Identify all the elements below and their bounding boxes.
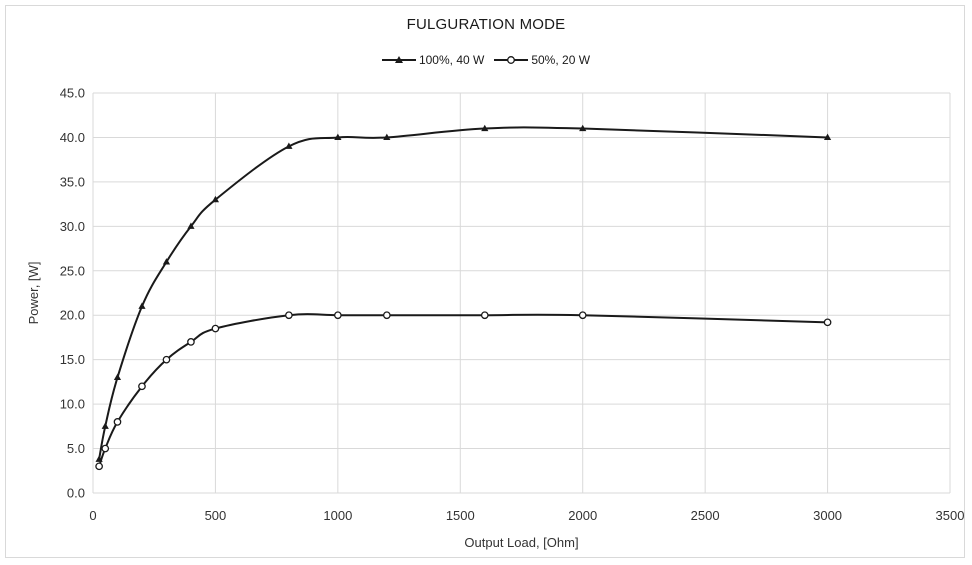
- y-tick-label: 35.0: [60, 174, 85, 189]
- legend-label-series-2: 50%, 20 W: [531, 53, 591, 67]
- y-tick-label: 10.0: [60, 397, 85, 412]
- data-point-series-1: [113, 373, 122, 381]
- data-point-series-1: [211, 195, 220, 203]
- circle-marker-icon: [494, 56, 529, 64]
- y-tick-label: 5.0: [67, 441, 85, 456]
- y-tick-label: 25.0: [60, 263, 85, 278]
- x-tick-label: 0: [89, 508, 96, 523]
- data-point-series-2: [382, 311, 391, 320]
- series-line-1: [98, 126, 828, 460]
- x-tick-label: 500: [205, 508, 227, 523]
- data-point-series-1: [101, 422, 109, 429]
- y-tick-label: 45.0: [60, 86, 85, 101]
- y-axis-title: Power, [W]: [26, 262, 41, 325]
- legend-label-series-1: 100%, 40 W: [418, 53, 485, 67]
- x-tick-label: 3500: [936, 508, 965, 523]
- data-point-series-1: [334, 133, 342, 141]
- y-tick-label: 15.0: [60, 352, 85, 367]
- data-point-series-1: [579, 124, 587, 132]
- x-axis-title: Output Load, [Ohm]: [464, 535, 578, 550]
- legend-item-series-2: 50%, 20 W: [494, 53, 590, 67]
- data-point-series-2: [162, 355, 171, 364]
- data-point-series-2: [101, 444, 110, 453]
- y-tick-label: 30.0: [60, 219, 85, 234]
- data-point-series-1: [285, 142, 293, 149]
- data-point-series-2: [823, 318, 832, 327]
- data-point-series-2: [138, 382, 146, 391]
- x-tick-label: 2500: [691, 508, 720, 523]
- y-tick-label: 40.0: [60, 130, 85, 145]
- data-point-series-2: [187, 338, 195, 346]
- data-point-series-2: [211, 324, 220, 333]
- data-point-series-2: [334, 311, 342, 320]
- x-tick-label: 1500: [446, 508, 475, 523]
- legend: 100%, 40 W 50%, 20 W: [0, 53, 972, 67]
- series-line-2: [98, 313, 828, 467]
- x-tick-label: 2000: [568, 508, 597, 523]
- data-point-series-2: [578, 311, 587, 320]
- y-tick-label: 0.0: [67, 486, 85, 501]
- data-point-series-1: [187, 222, 195, 229]
- data-point-series-2: [480, 311, 489, 320]
- triangle-marker-icon: [381, 56, 416, 63]
- data-point-series-2: [285, 311, 293, 320]
- y-tick-label: 20.0: [60, 308, 85, 323]
- chart-title: FULGURATION MODE: [406, 16, 566, 33]
- data-point-series-1: [823, 133, 832, 141]
- data-point-series-1: [383, 133, 391, 141]
- data-point-series-1: [138, 302, 146, 309]
- legend-item-series-1: 100%, 40 W: [381, 53, 485, 67]
- data-point-series-2: [95, 462, 103, 471]
- x-tick-label: 3000: [813, 508, 842, 523]
- data-point-series-1: [481, 124, 489, 132]
- x-tick-label: 1000: [323, 508, 352, 523]
- data-point-series-2: [113, 418, 122, 426]
- chart-frame: [5, 5, 965, 558]
- data-point-series-1: [162, 258, 171, 265]
